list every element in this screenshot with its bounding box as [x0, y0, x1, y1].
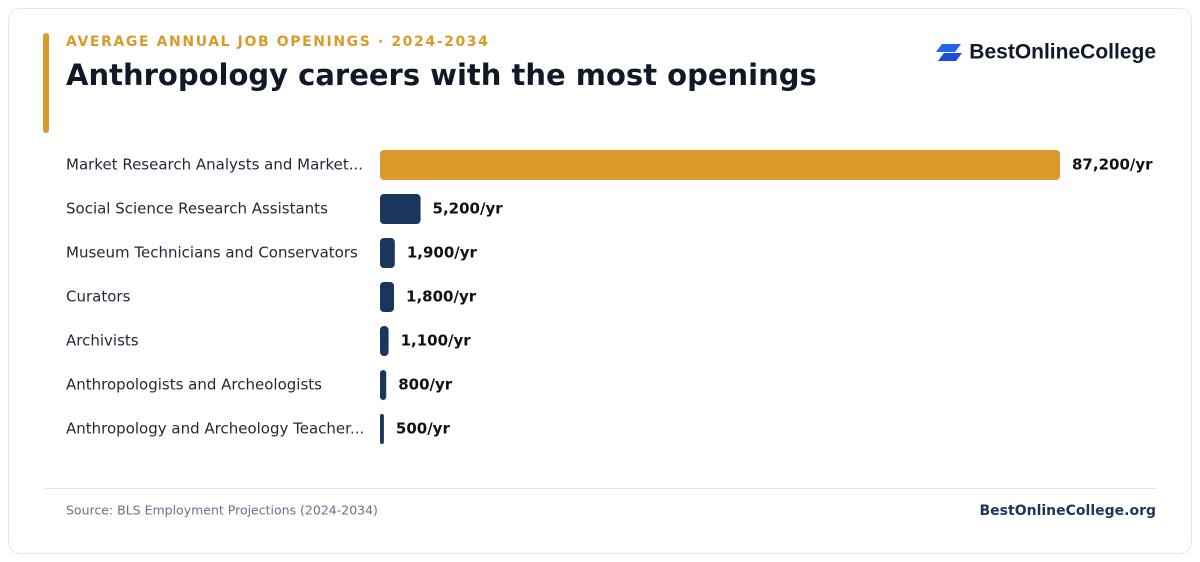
brand-logo: BestOnlineCollege	[969, 41, 1156, 64]
bar	[380, 282, 395, 312]
subtitle: AVERAGE ANNUAL JOB OPENINGS · 2024-2034	[66, 34, 489, 50]
bar	[380, 194, 421, 224]
bar	[380, 326, 389, 356]
footer-brand: BestOnlineCollege.org	[980, 503, 1156, 519]
category-label: Archivists	[66, 332, 139, 350]
bar	[380, 370, 387, 400]
value-label: 5,200/yr	[433, 200, 504, 218]
bar	[380, 414, 384, 444]
value-label: 1,800/yr	[406, 288, 477, 306]
value-label: 1,100/yr	[401, 332, 472, 350]
category-label: Anthropologists and Archeologists	[66, 376, 322, 394]
value-label: 500/yr	[396, 420, 451, 438]
bar	[380, 238, 395, 268]
source: Source: BLS Employment Projections (2024…	[66, 503, 378, 518]
value-label: 87,200/yr	[1072, 156, 1153, 174]
category-label: Market Research Analysts and Market...	[66, 156, 363, 174]
accent-bar	[43, 33, 49, 133]
category-label: Anthropology and Archeology Teacher...	[66, 420, 364, 438]
category-label: Curators	[66, 288, 131, 306]
bar	[380, 150, 1060, 180]
value-label: 800/yr	[398, 376, 453, 394]
card	[8, 8, 1192, 554]
category-label: Social Science Research Assistants	[66, 200, 328, 218]
logo-icon	[936, 44, 962, 61]
chart-title: Anthropology careers with the most openi…	[66, 58, 817, 92]
category-label: Museum Technicians and Conservators	[66, 244, 358, 262]
value-label: 1,900/yr	[407, 244, 478, 262]
